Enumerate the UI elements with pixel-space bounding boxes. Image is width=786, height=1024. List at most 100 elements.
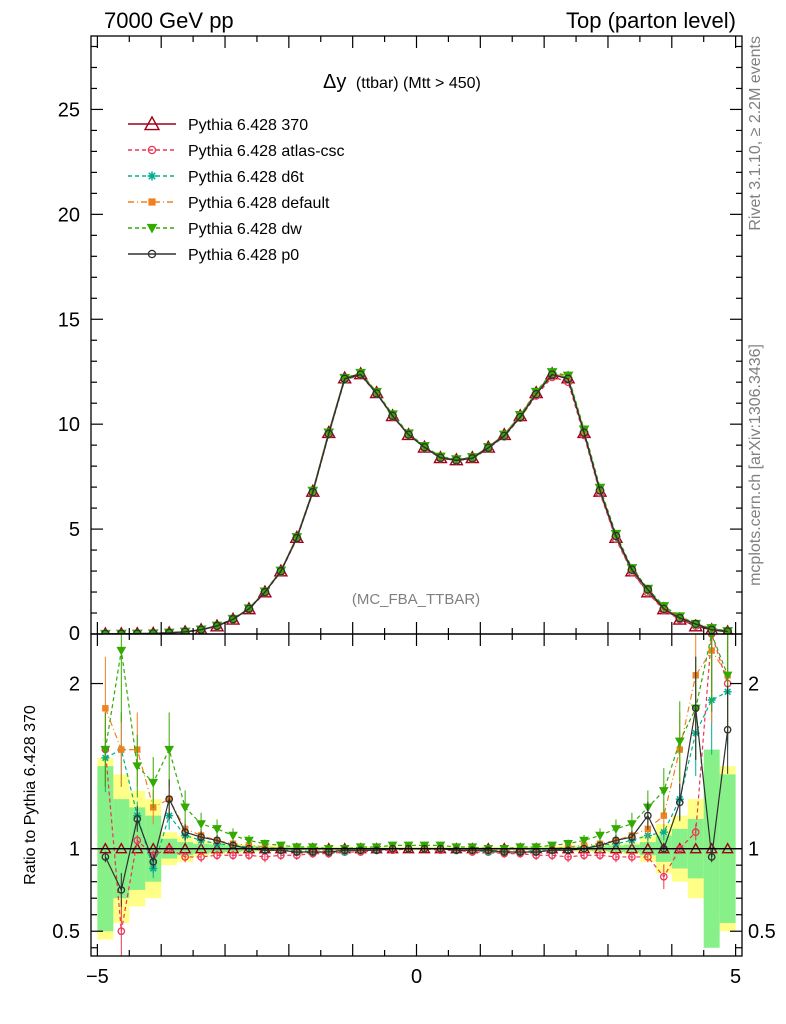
ratio-point-4-5 xyxy=(180,803,190,813)
ratio-point-5-33 xyxy=(628,833,636,841)
ratio-point-4-2 xyxy=(132,762,143,772)
x-tick-label: −5 xyxy=(86,966,109,988)
legend-label: Pythia 6.428 default xyxy=(188,195,330,212)
ratio-point-1-37 xyxy=(691,828,700,837)
ratio-point-4-13 xyxy=(307,843,318,853)
chart-title-main: Δy xyxy=(323,71,346,93)
ratio-point-4-36 xyxy=(674,737,685,747)
main-point-5-23 xyxy=(468,454,477,463)
ratio-y-tick-label: 0.5 xyxy=(52,921,80,943)
ratio-point-5-4 xyxy=(165,795,174,803)
main-point-5-20 xyxy=(420,443,429,452)
main-line-4 xyxy=(105,371,728,634)
ratio-point-4-10 xyxy=(260,840,270,849)
main-point-5-15 xyxy=(340,374,349,384)
ratio-series-5 xyxy=(101,656,732,907)
ratio-y-axis-label: Ratio to Pythia 6.428 370 xyxy=(22,705,39,885)
ratio-point-1-6 xyxy=(197,853,205,861)
ratio-point-5-34 xyxy=(644,811,652,820)
ratio-point-4-31 xyxy=(595,831,605,841)
ratio-point-5-38 xyxy=(707,853,716,861)
ratio-point-4-30 xyxy=(579,836,589,846)
legend: Pythia 6.428 370 Pythia 6.428 atlas-csc Py… xyxy=(128,115,345,264)
ratio-point-1-32 xyxy=(612,853,620,861)
ratio-point-4-12 xyxy=(291,843,302,853)
main-point-5-13 xyxy=(308,487,318,497)
ratio-point-5-39 xyxy=(723,725,732,734)
main-point-5-10 xyxy=(260,587,270,597)
main-y-tick-label: 15 xyxy=(58,309,80,331)
rivet-version-label: Rivet 3.1.10, ≥ 2.2M events xyxy=(747,36,764,231)
legend-entry-2: Pythia 6.428 d6t xyxy=(128,169,304,186)
main-point-5-26 xyxy=(515,412,525,422)
ratio-point-5-5 xyxy=(181,828,189,837)
ratio-point-5-29 xyxy=(564,846,572,855)
main-point-5-27 xyxy=(531,389,541,399)
legend-marker xyxy=(143,115,161,131)
ratio-point-1-2 xyxy=(133,836,142,845)
ratio-point-4-33 xyxy=(627,820,637,829)
main-point-5-35 xyxy=(659,604,669,614)
x-tick-label: 0 xyxy=(411,966,422,988)
main-point-5-25 xyxy=(500,431,509,441)
ratio-y-tick-label-right: 0.5 xyxy=(748,921,776,943)
main-point-5-36 xyxy=(675,613,685,623)
ratio-point-3-0 xyxy=(102,705,109,712)
legend-label: Pythia 6.428 atlas-csc xyxy=(188,143,345,160)
main-point-5-29 xyxy=(563,374,573,384)
ratio-point-2-35 xyxy=(659,828,668,837)
ratio-point-1-8 xyxy=(229,851,237,860)
ratio-point-4-9 xyxy=(244,836,254,846)
ratio-line-1 xyxy=(104,634,729,932)
main-point-5-31 xyxy=(595,486,605,495)
ratio-point-1-33 xyxy=(628,853,636,861)
legend-entry-1: Pythia 6.428 atlas-csc xyxy=(128,143,345,160)
ratio-point-1-5 xyxy=(181,853,189,861)
ratio-point-4-27 xyxy=(531,843,542,853)
main-point-5-33 xyxy=(627,565,637,574)
legend-label: Pythia 6.428 p0 xyxy=(188,247,299,264)
main-point-5-28 xyxy=(547,370,557,379)
axis-ticks xyxy=(91,36,742,956)
ratio-point-4-26 xyxy=(515,843,526,853)
legend-entry-4: Pythia 6.428 dw xyxy=(128,221,302,238)
main-line-5 xyxy=(105,373,728,634)
main-point-5-11 xyxy=(276,566,286,576)
main-point-5-34 xyxy=(643,585,653,594)
main-point-5-12 xyxy=(292,533,302,543)
ratio-point-5-1 xyxy=(117,886,126,894)
main-point-5-32 xyxy=(611,531,621,541)
chart-title-sub: (ttbar) (Mtt > 450) xyxy=(356,75,481,92)
ratio-point-4-32 xyxy=(611,825,621,834)
main-y-tick-label: 25 xyxy=(58,99,80,121)
main-point-5-21 xyxy=(436,453,445,462)
main-point-4-28 xyxy=(546,368,558,378)
main-point-5-18 xyxy=(388,411,397,421)
legend-label: Pythia 6.428 dw xyxy=(188,221,302,238)
legend-marker xyxy=(147,171,157,181)
ratio-y-tick-label: 1 xyxy=(69,839,80,861)
main-point-5-4 xyxy=(164,628,174,634)
ratio-series-1 xyxy=(101,634,732,956)
main-y-tick-label: 20 xyxy=(58,204,80,226)
ratio-point-3-1 xyxy=(118,746,125,753)
main-y-tick-label: 5 xyxy=(69,519,80,541)
main-point-5-37 xyxy=(691,619,700,629)
main-point-5-5 xyxy=(180,627,190,634)
ratio-series-layer xyxy=(99,634,734,956)
main-point-5-6 xyxy=(196,625,206,634)
ratio-point-4-4 xyxy=(164,745,175,755)
ratio-line-5 xyxy=(104,708,729,892)
ratio-line-2 xyxy=(105,691,728,871)
ratio-point-5-15 xyxy=(340,846,349,855)
legend-marker xyxy=(147,145,157,155)
x-tick-label: 5 xyxy=(730,966,741,988)
main-point-5-16 xyxy=(356,370,365,379)
legend-entry-3: Pythia 6.428 default xyxy=(128,195,330,212)
legend-marker xyxy=(148,198,156,206)
ratio-point-4-6 xyxy=(196,820,206,829)
ratio-point-1-31 xyxy=(596,851,604,860)
ratio-line-4 xyxy=(104,634,729,850)
ratio-point-4-35 xyxy=(658,787,669,796)
ratio-point-1-1 xyxy=(117,927,126,936)
